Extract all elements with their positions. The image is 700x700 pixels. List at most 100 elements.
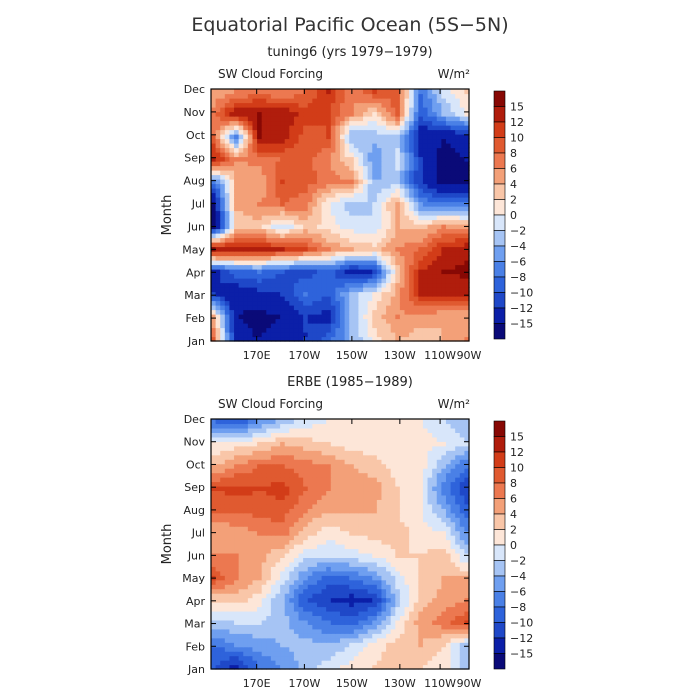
heatmap-cell (455, 584, 461, 590)
heatmap-cell (316, 278, 323, 284)
heatmap-cell (422, 134, 429, 140)
heatmap-cell (376, 552, 383, 558)
heatmap-cell (275, 102, 281, 108)
heatmap-cell (418, 584, 424, 590)
colorbar-swatch (493, 230, 506, 247)
heatmap-cell (422, 210, 429, 216)
heatmap-cell (275, 305, 281, 311)
heatmap-cell (353, 147, 360, 153)
heatmap-cell (266, 255, 272, 261)
heatmap-cell (340, 98, 346, 104)
heatmap-cell (445, 637, 452, 643)
heatmap-cell (289, 336, 295, 342)
heatmap-cell (349, 552, 355, 558)
heatmap-cell (257, 336, 263, 342)
heatmap-cell (270, 660, 277, 666)
heatmap-cell (418, 619, 424, 625)
heatmap-cell (312, 651, 318, 657)
heatmap-cell (280, 183, 286, 189)
heatmap-cell (243, 642, 249, 648)
heatmap-cell (234, 170, 240, 176)
heatmap-cell (298, 327, 304, 333)
heatmap-cell (441, 318, 447, 324)
heatmap-cell (372, 651, 378, 657)
heatmap-cell (367, 552, 373, 558)
heatmap-cell (224, 188, 231, 194)
heatmap-cell (450, 278, 456, 284)
heatmap-cell (238, 116, 244, 122)
heatmap-cell (316, 619, 323, 625)
heatmap-cell (409, 530, 415, 536)
heatmap-cell (422, 233, 429, 239)
heatmap-cell (247, 242, 254, 248)
heatmap-cell (450, 201, 456, 207)
heatmap-cell (326, 619, 332, 625)
heatmap-cell (445, 120, 452, 126)
heatmap-cell (293, 332, 300, 338)
heatmap-cell (464, 561, 470, 567)
heatmap-cell (390, 530, 396, 536)
heatmap-cell (298, 646, 304, 652)
y-tick-label: May (182, 243, 205, 256)
heatmap-cell (243, 570, 249, 576)
heatmap-cell (450, 309, 456, 315)
heatmap-cell (390, 544, 396, 550)
heatmap-cell (220, 246, 226, 252)
heatmap-cell (381, 588, 387, 594)
heatmap-cell (344, 188, 350, 194)
heatmap-cell (381, 593, 387, 599)
heatmap-cell (316, 210, 323, 216)
heatmap-cell (413, 597, 419, 603)
heatmap-cell (238, 566, 244, 572)
heatmap-cell (450, 251, 456, 257)
heatmap-cell (349, 188, 355, 194)
heatmap-cell (349, 242, 355, 248)
heatmap-cell (409, 642, 415, 648)
heatmap-cell (372, 116, 378, 122)
heatmap-cell (367, 170, 373, 176)
heatmap-cell (211, 206, 217, 212)
heatmap-cell (450, 210, 456, 216)
heatmap-cell (224, 624, 231, 630)
heatmap-cell (321, 628, 327, 634)
heatmap-cell (284, 179, 290, 185)
heatmap-cell (275, 660, 281, 666)
heatmap-cell (293, 134, 300, 140)
heatmap-cell (270, 102, 277, 108)
heatmap-cell (252, 93, 258, 99)
heatmap-cell (409, 255, 415, 261)
heatmap-cell (450, 264, 456, 270)
heatmap-cell (409, 165, 415, 171)
heatmap-cell (441, 309, 447, 315)
heatmap-cell (390, 309, 396, 315)
heatmap-cell (257, 544, 263, 550)
heatmap-cell (266, 336, 272, 342)
heatmap-cell (427, 116, 433, 122)
heatmap-cell (404, 255, 410, 261)
heatmap-cell (312, 287, 318, 293)
heatmap-cell (340, 566, 346, 572)
heatmap-cell (316, 314, 323, 320)
heatmap-cell (367, 251, 373, 257)
heatmap-cell (344, 651, 350, 657)
heatmap-cell (243, 548, 249, 554)
heatmap-cell (289, 107, 295, 113)
heatmap-cell (363, 116, 369, 122)
heatmap-cell (215, 224, 221, 230)
heatmap-cell (326, 664, 332, 670)
heatmap-cell (307, 309, 313, 315)
heatmap-cell (335, 120, 341, 126)
heatmap-cell (303, 664, 309, 670)
heatmap-cell (358, 165, 364, 171)
heatmap-cell (436, 615, 442, 621)
heatmap-cell (229, 602, 235, 608)
heatmap-cell (432, 273, 438, 279)
heatmap-cell (289, 224, 295, 230)
heatmap-cell (340, 93, 346, 99)
heatmap-cell (413, 228, 419, 234)
heatmap-cell (422, 291, 429, 297)
heatmap-cell (321, 224, 327, 230)
heatmap-cell (344, 579, 350, 585)
heatmap-cell (464, 655, 470, 661)
heatmap-cell (367, 597, 373, 603)
